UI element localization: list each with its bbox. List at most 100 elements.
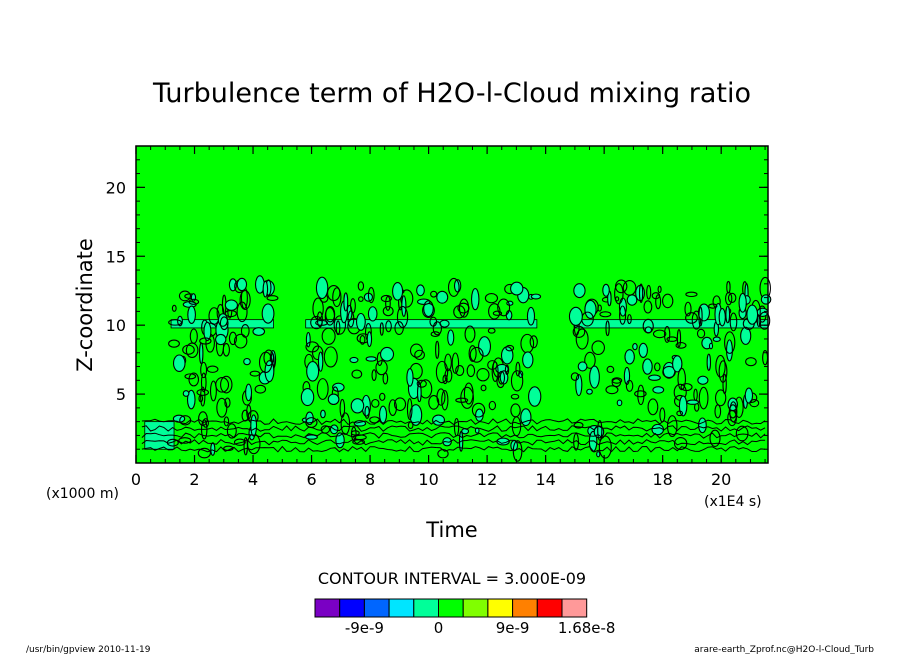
contour-line	[596, 451, 601, 458]
contour-line	[210, 442, 216, 456]
colorbar-swatch	[314, 598, 341, 618]
contour-line	[461, 428, 470, 435]
contour-line	[199, 337, 212, 345]
contour-line	[643, 300, 653, 314]
contour-line	[657, 285, 662, 294]
contour-line	[349, 356, 359, 364]
x-axis-label: Time	[425, 518, 477, 542]
contour-line	[236, 301, 248, 323]
contour-line	[584, 351, 596, 369]
contour-line	[625, 379, 634, 392]
contour-line	[738, 292, 747, 313]
contour-line	[416, 383, 422, 403]
y-axis-label: Z-coordinate	[73, 238, 97, 372]
contour-line	[697, 375, 709, 385]
contour-line	[685, 312, 698, 324]
contour-line	[184, 373, 197, 380]
plot-area	[135, 145, 772, 464]
contour-line	[573, 283, 586, 299]
colorbar-swatch	[561, 598, 588, 618]
contour-line	[746, 304, 759, 325]
contour-line	[675, 342, 687, 349]
contour-line	[497, 298, 511, 317]
y-tick-label: 15	[106, 247, 126, 266]
contour-line	[263, 349, 275, 367]
contour-line	[510, 370, 524, 392]
contour-line	[634, 390, 647, 398]
contour-line	[365, 356, 377, 362]
colorbar-swatch	[363, 598, 390, 618]
contour-line	[168, 339, 180, 348]
contour-line	[677, 367, 686, 391]
contour-line	[662, 365, 676, 379]
contour-line	[622, 279, 637, 296]
colorbar-label: 1.68e-8	[558, 619, 616, 637]
contour-line	[351, 369, 363, 379]
contour-line	[343, 292, 349, 312]
contour-line	[676, 410, 684, 417]
y-tick-label: 5	[116, 385, 126, 404]
contour-line	[206, 365, 219, 373]
contour-line	[317, 351, 324, 372]
contour-line	[476, 368, 490, 382]
contour-line	[474, 427, 480, 434]
contour-line	[745, 357, 757, 367]
contour-line	[447, 277, 460, 297]
footer-left: /usr/bin/gpview 2010-11-19	[26, 645, 151, 654]
colorbar: -9e-9 0 9e-9 1.68e-8	[314, 598, 616, 637]
contour-line	[355, 312, 366, 331]
contour-line	[369, 416, 380, 424]
contour-line	[606, 365, 615, 374]
contour-line	[455, 365, 465, 377]
colorbar-swatch	[512, 598, 538, 618]
contour-line	[239, 289, 251, 310]
contour-line	[385, 320, 392, 333]
contour-interval-label: CONTOUR INTERVAL = 3.000E-09	[318, 569, 586, 588]
contour-line	[646, 284, 652, 300]
contour-line	[647, 398, 659, 416]
contour-line	[200, 386, 206, 407]
contour-line	[199, 342, 204, 365]
contour-line	[632, 343, 638, 351]
contour-line	[366, 331, 373, 348]
contour-line	[178, 437, 192, 444]
contour-line	[597, 304, 602, 312]
contour-line	[305, 341, 320, 353]
contour-line	[357, 281, 365, 291]
colorbar-swatch	[462, 598, 489, 618]
contour-line	[697, 303, 710, 322]
contour-line	[740, 326, 752, 345]
contour-line	[510, 393, 520, 400]
contour-line	[526, 306, 536, 326]
contour-line	[358, 296, 364, 302]
contour-line-low	[141, 438, 766, 446]
contour-line	[379, 392, 386, 401]
footer-right: arare-earth_Zprof.nc@H2O-l-Cloud_Turb	[694, 645, 874, 654]
colorbar-label: -9e-9	[345, 619, 384, 637]
colorbar-label: 0	[434, 619, 444, 637]
contour-line	[333, 315, 347, 335]
contour-line	[589, 365, 600, 389]
contour-line	[436, 290, 449, 304]
contour-line	[470, 288, 480, 311]
contour-line	[666, 415, 678, 438]
contour-line	[178, 290, 191, 302]
y-tick-label: 10	[106, 316, 126, 335]
contour-line	[727, 292, 737, 304]
x-tick-label: 20	[711, 470, 731, 489]
x-tick-label: 14	[535, 470, 555, 489]
contour-line	[432, 414, 446, 426]
contour-line	[685, 291, 698, 298]
contour-line	[249, 370, 261, 377]
contour-line	[262, 280, 269, 298]
contour-line	[626, 294, 638, 306]
contour-line	[439, 319, 450, 328]
contour-line	[258, 351, 273, 374]
y-axis: 5 10 15 20	[106, 159, 768, 450]
contour-line	[414, 349, 425, 361]
contour-line	[515, 361, 521, 377]
x-tick-label: 4	[248, 470, 258, 489]
contour-line-low	[141, 445, 766, 453]
contour-line	[529, 335, 538, 349]
